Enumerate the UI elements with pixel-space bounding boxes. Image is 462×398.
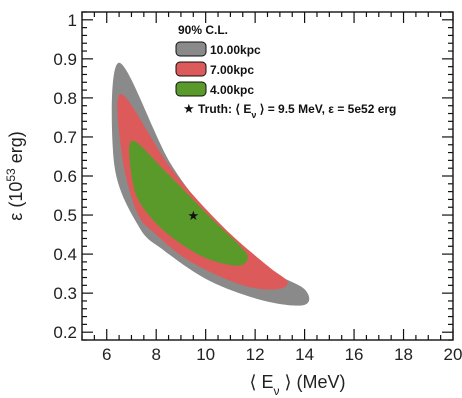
y-tick-label: 0.6	[53, 167, 77, 186]
y-axis-title-main: ε (10	[6, 182, 26, 221]
contour-4kpc	[129, 140, 248, 266]
contour-10kpc	[111, 62, 310, 306]
x-axis-title-tail: ⟩ (MeV)	[280, 372, 346, 392]
y-axis-title-tail: erg)	[6, 131, 26, 168]
legend-truth-main: Truth: ⟨ E	[198, 102, 251, 116]
legend-truth-sub: ν	[251, 110, 256, 120]
legend-label-7kpc: 7.00kpc	[210, 63, 254, 77]
legend-label-10kpc: 10.00kpc	[210, 43, 261, 57]
y-tick-label: 0.8	[53, 89, 77, 108]
x-tick-label: 20	[444, 345, 462, 364]
y-axis-title: ε (1053 erg)	[4, 131, 26, 220]
legend-swatch-4kpc	[175, 81, 207, 97]
legend-swatch-7kpc	[175, 61, 207, 77]
legend-truth-label: Truth: ⟨ Eν ⟩ = 9.5 MeV, ε = 5e52 erg	[198, 102, 396, 120]
contour-layer	[111, 62, 310, 306]
y-axis-title-sup: 53	[4, 168, 18, 182]
tick-layer: 6 8 10 12 14 16 18 20 0.2 0.3 0.4 0.5 0.6 0.7 0.8 0.9 1	[53, 11, 462, 364]
x-tick-label: 12	[246, 345, 265, 364]
y-tick-label: 0.2	[53, 323, 77, 342]
x-tick-label: 10	[196, 345, 215, 364]
legend-label-4kpc: 4.00kpc	[210, 83, 254, 97]
x-tick-label: 8	[151, 345, 160, 364]
y-tick-label: 0.7	[53, 128, 77, 147]
y-tick-label: 0.9	[53, 50, 77, 69]
y-tick-label: 1	[68, 11, 77, 30]
y-tick-label: 0.5	[53, 206, 77, 225]
legend: 90% C.L. 10.00kpc 7.00kpc 4.00kpc ★ Trut…	[175, 23, 396, 120]
legend-truth-tail: ⟩ = 9.5 MeV, ε = 5e52 erg	[256, 102, 396, 116]
y-tick-label: 0.3	[53, 284, 77, 303]
x-tick-label: 14	[295, 345, 314, 364]
x-axis-title: ⟨ Eν ⟩ (MeV)	[249, 372, 345, 398]
x-axis-title-sub: ν	[274, 384, 280, 398]
truth-layer: ★	[187, 209, 199, 224]
truth-point-star-icon: ★	[187, 209, 199, 224]
x-tick-label: 18	[394, 345, 413, 364]
legend-star-icon: ★	[183, 102, 195, 117]
x-axis-title-main: ⟨ E	[249, 372, 273, 392]
x-tick-label: 6	[102, 345, 111, 364]
legend-title: 90% C.L.	[178, 23, 228, 37]
x-tick-label: 16	[345, 345, 364, 364]
legend-swatch-10kpc	[175, 41, 207, 57]
y-tick-label: 0.4	[53, 245, 77, 264]
